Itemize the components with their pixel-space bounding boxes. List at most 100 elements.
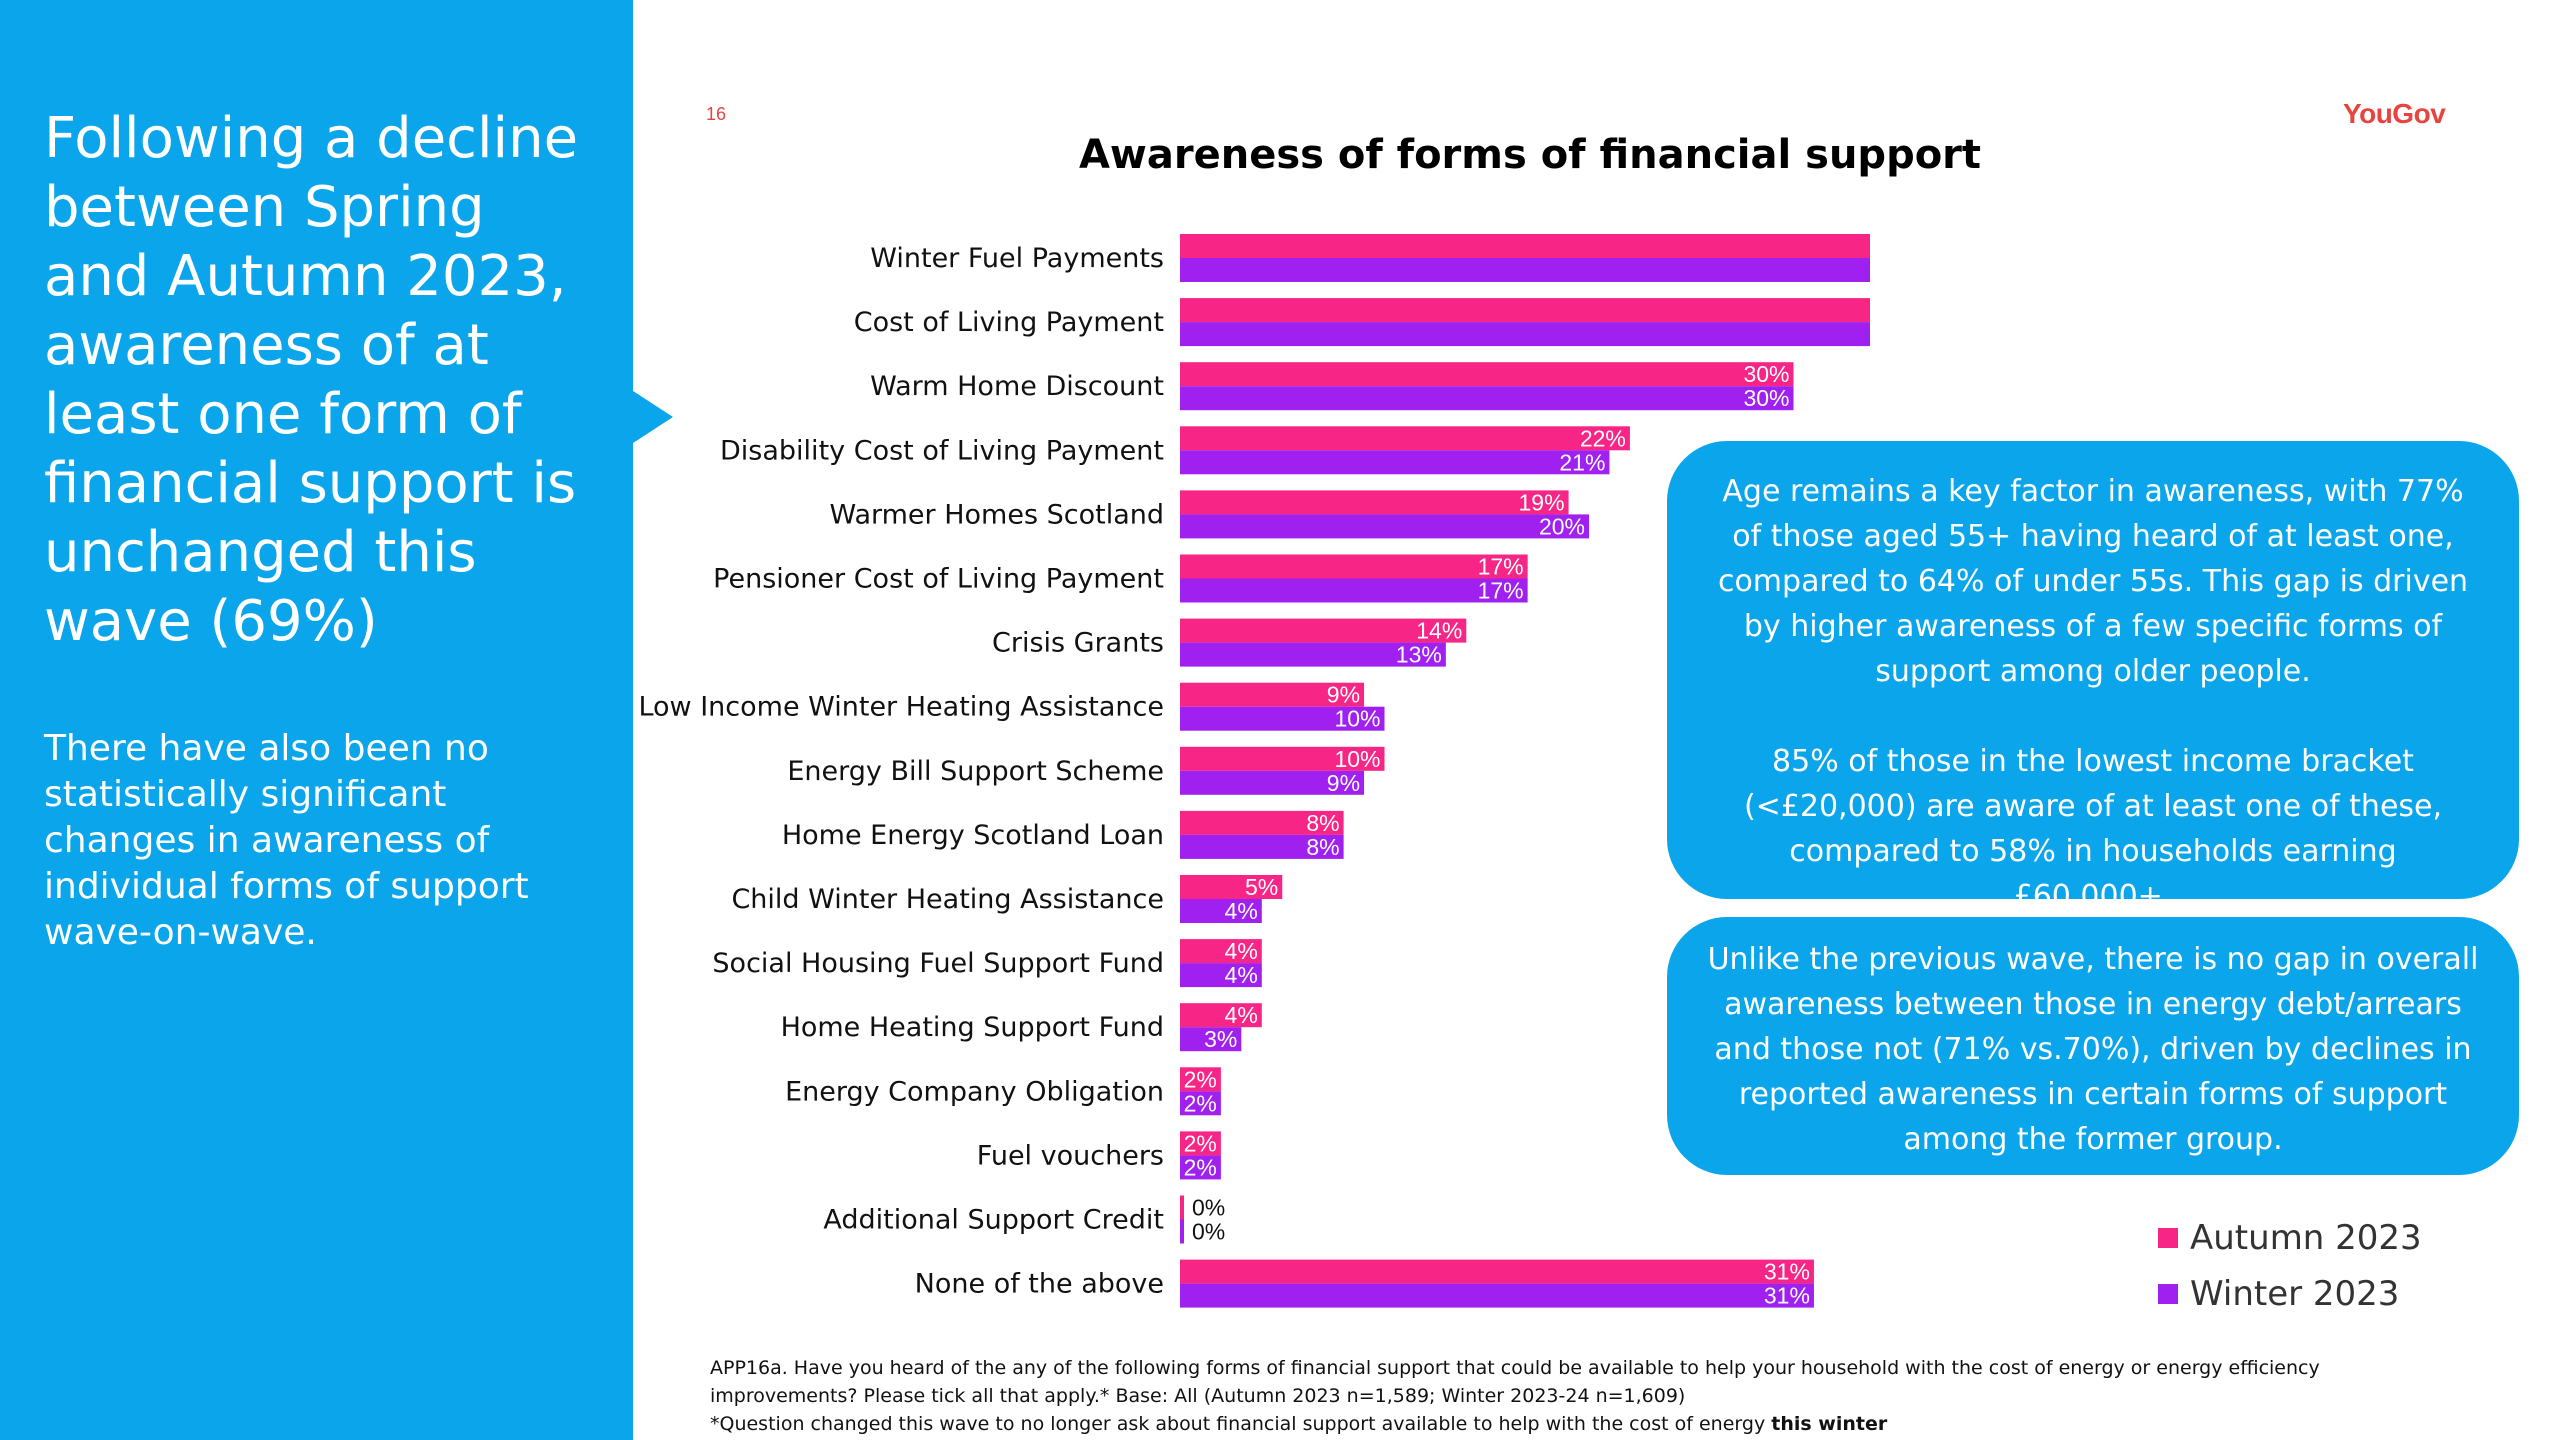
legend-item-winter: Winter 2023	[2158, 1266, 2422, 1322]
data-label: 4%	[1225, 962, 1258, 988]
bar-autumn	[1180, 1131, 1221, 1156]
category-label: Additional Support Credit	[823, 1205, 1164, 1236]
legend-label-winter: Winter 2023	[2190, 1274, 2400, 1314]
bar-autumn	[1180, 1195, 1184, 1220]
bar-autumn	[1180, 234, 1870, 258]
data-label: 17%	[1478, 578, 1524, 604]
data-label: 22%	[1580, 425, 1626, 451]
subtext: There have also been no statistically si…	[44, 728, 529, 953]
bar-winter	[1180, 258, 1870, 282]
category-label: Child Winter Heating Assistance	[731, 884, 1164, 915]
footnote-note-emphasis: this winter	[1771, 1413, 1888, 1435]
data-label: 3%	[1204, 1026, 1237, 1052]
footnote-note: *Question changed this wave to no longer…	[710, 1410, 2410, 1438]
data-label: 8%	[1306, 810, 1339, 836]
bar-winter	[1180, 450, 1610, 475]
data-label: 5%	[1245, 874, 1278, 900]
bar-autumn	[1180, 554, 1528, 579]
data-label: 9%	[1327, 682, 1360, 708]
legend-swatch-winter	[2158, 1284, 2178, 1304]
data-label: 0%	[1192, 1195, 1225, 1221]
bar-autumn	[1180, 939, 1262, 964]
data-label: 17%	[1478, 554, 1524, 580]
data-label: 4%	[1225, 938, 1258, 964]
bar-winter	[1180, 770, 1365, 795]
data-label: 2%	[1184, 1154, 1217, 1180]
data-label: 10%	[1334, 706, 1380, 732]
data-label: 2%	[1184, 1130, 1217, 1156]
data-label: 30%	[1743, 361, 1789, 387]
bar-winter	[1180, 578, 1528, 603]
callout-energy-debt-text: Unlike the previous wave, there is no ga…	[1707, 942, 2479, 1157]
category-label: Warm Home Discount	[870, 371, 1164, 402]
data-label: 9%	[1327, 770, 1360, 796]
bar-autumn	[1180, 362, 1794, 387]
data-label: 4%	[1225, 1002, 1258, 1028]
bar-winter	[1180, 834, 1344, 859]
category-label: None of the above	[915, 1269, 1164, 1300]
bar-winter	[1180, 706, 1385, 731]
bar-autumn	[1180, 810, 1344, 835]
data-label: 2%	[1184, 1066, 1217, 1092]
callout-age-income: Age remains a key factor in awareness, w…	[1667, 441, 2519, 914]
category-label: Social Housing Fuel Support Fund	[712, 948, 1164, 979]
bar-winter	[1180, 514, 1589, 539]
chart-title: Awareness of forms of financial support	[1078, 132, 1982, 178]
callout-energy-debt: Unlike the previous wave, there is no ga…	[1667, 917, 2519, 1175]
bar-winter	[1180, 1027, 1242, 1052]
bar-autumn	[1180, 490, 1569, 515]
bar-autumn	[1180, 682, 1365, 707]
brand-logo: YouGov	[2343, 98, 2446, 129]
legend-swatch-autumn	[2158, 1228, 2178, 1248]
category-label: Low Income Winter Heating Assistance	[638, 692, 1164, 723]
bar-winter	[1180, 899, 1262, 923]
data-label: 8%	[1306, 834, 1339, 860]
bar-autumn	[1180, 1067, 1221, 1092]
headline: Following a decline between Spring and A…	[44, 106, 579, 654]
data-label: 0%	[1192, 1219, 1225, 1245]
legend-item-autumn: Autumn 2023	[2158, 1210, 2422, 1266]
legend-label-autumn: Autumn 2023	[2190, 1218, 2422, 1258]
data-label: 2%	[1184, 1090, 1217, 1116]
bar-autumn	[1180, 426, 1630, 451]
bar-winter	[1180, 386, 1794, 411]
bar-autumn	[1180, 298, 1870, 323]
bar-autumn	[1180, 618, 1467, 643]
chart-legend: Autumn 2023 Winter 2023	[2158, 1210, 2422, 1322]
category-label: Energy Company Obligation	[785, 1076, 1164, 1107]
category-label: Warmer Homes Scotland	[829, 499, 1164, 530]
category-label: Fuel vouchers	[977, 1140, 1164, 1171]
data-label: 31%	[1764, 1283, 1810, 1309]
category-label: Pensioner Cost of Living Payment	[713, 564, 1164, 595]
callout-income-text: 85% of those in the lowest income bracke…	[1743, 744, 2443, 914]
bar-winter	[1180, 1155, 1221, 1180]
bar-chart: Winter Fuel Payments48%50%Cost of Living…	[638, 234, 1870, 1309]
footnote-question: APP16a. Have you heard of the any of the…	[710, 1357, 2320, 1407]
bar-winter	[1180, 1091, 1221, 1116]
page-number: 16	[706, 104, 727, 124]
data-label: 20%	[1539, 513, 1585, 539]
callout-age-text: Age remains a key factor in awareness, w…	[1717, 474, 2469, 689]
footnote: APP16a. Have you heard of the any of the…	[710, 1354, 2410, 1438]
data-label: 30%	[1743, 385, 1789, 411]
category-label: Home Heating Support Fund	[781, 1012, 1164, 1043]
data-label: 10%	[1334, 746, 1380, 772]
data-label: 19%	[1519, 489, 1565, 515]
panel-pointer	[633, 391, 673, 443]
category-label: Home Energy Scotland Loan	[782, 820, 1164, 851]
bar-winter	[1180, 1283, 1814, 1308]
bar-winter	[1180, 963, 1262, 988]
data-label: 4%	[1225, 898, 1258, 924]
data-label: 13%	[1396, 642, 1442, 668]
data-label: 14%	[1416, 618, 1462, 644]
left-panel: Following a decline between Spring and A…	[0, 0, 633, 1440]
category-label: Cost of Living Payment	[854, 307, 1164, 338]
bar-autumn	[1180, 875, 1283, 899]
category-label: Disability Cost of Living Payment	[720, 435, 1164, 466]
bar-winter	[1180, 1219, 1184, 1244]
footnote-note-text: *Question changed this wave to no longer…	[710, 1413, 1772, 1435]
category-label: Crisis Grants	[992, 628, 1164, 659]
bar-autumn	[1180, 1003, 1262, 1028]
data-label: 31%	[1764, 1259, 1810, 1285]
bar-autumn	[1180, 746, 1385, 771]
